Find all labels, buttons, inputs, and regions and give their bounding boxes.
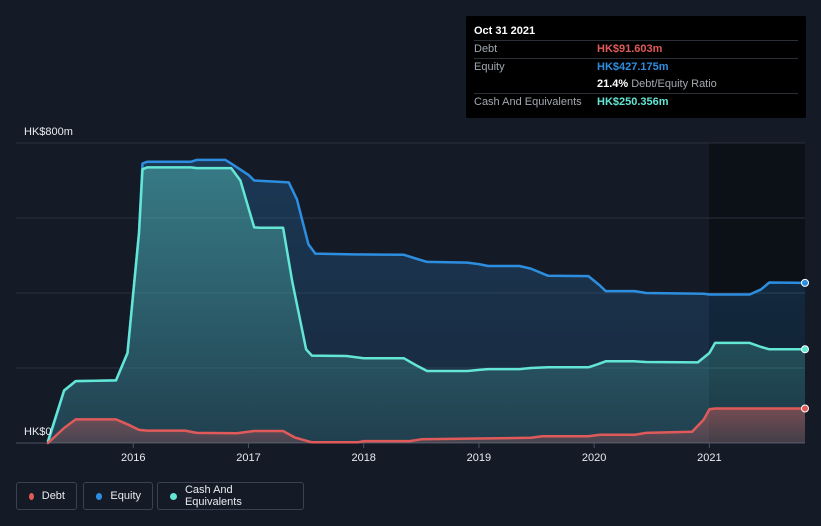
debt-dot-icon	[29, 492, 34, 500]
x-tick-label: 2021	[697, 452, 721, 464]
equity-endpoint	[801, 278, 809, 287]
cash-dot-icon	[170, 492, 177, 500]
x-tick-label: 2016	[121, 452, 145, 464]
x-tick-label: 2019	[467, 452, 491, 464]
cash-area	[48, 167, 805, 443]
legend-debt-label: Debt	[41, 490, 65, 502]
cash-line	[46, 166, 807, 443]
legend-equity[interactable]: Equity	[83, 482, 153, 510]
legend-cash[interactable]: Cash And Equivalents	[157, 482, 304, 510]
tooltip-row-ratio: 21.4% Debt/Equity Ratio	[474, 76, 798, 93]
x-tick-label: 2017	[236, 452, 260, 464]
debt-endpoint	[801, 404, 809, 413]
tooltip-row-debt: Debt HK$91.603m	[474, 40, 798, 58]
legend-equity-label: Equity	[110, 490, 141, 502]
tooltip-equity-label: Equity	[474, 61, 505, 73]
legend-debt[interactable]: Debt	[16, 482, 77, 510]
tooltip-row-cash: Cash And Equivalents HK$250.356m	[474, 93, 798, 111]
y-tick-label-max: HK$800m	[24, 126, 73, 138]
tooltip-row-equity: Equity HK$427.175m	[474, 58, 798, 76]
tooltip-ratio-value: 21.4%	[597, 78, 629, 90]
tooltip-equity-value: HK$427.175m	[597, 61, 669, 73]
legend-cash-label: Cash And Equivalents	[184, 484, 242, 508]
tooltip: Oct 31 2021 Debt HK$91.603m Equity HK$42…	[466, 16, 806, 118]
tooltip-ratio-label: Debt/Equity Ratio	[631, 78, 717, 90]
series-endpoints	[801, 278, 809, 413]
y-tick-label-zero: HK$0	[24, 426, 52, 438]
tooltip-date: Oct 31 2021	[474, 25, 536, 37]
debt-line	[46, 407, 807, 445]
tooltip-cash-label: Cash And Equivalents	[474, 96, 582, 108]
equity-dot-icon	[96, 492, 103, 500]
x-tick-label: 2020	[582, 452, 606, 464]
tooltip-cash-value: HK$250.356m	[597, 96, 669, 108]
x-axis: 2016 2017 2018 2019 2020 2021	[121, 443, 722, 464]
tooltip-debt-label: Debt	[474, 43, 498, 55]
tooltip-debt-value: HK$91.603m	[597, 43, 663, 55]
series-areas	[48, 159, 805, 443]
equity-line	[46, 158, 807, 445]
cash-endpoint	[801, 345, 809, 354]
x-tick-label: 2018	[351, 452, 375, 464]
series-lines	[46, 158, 807, 445]
